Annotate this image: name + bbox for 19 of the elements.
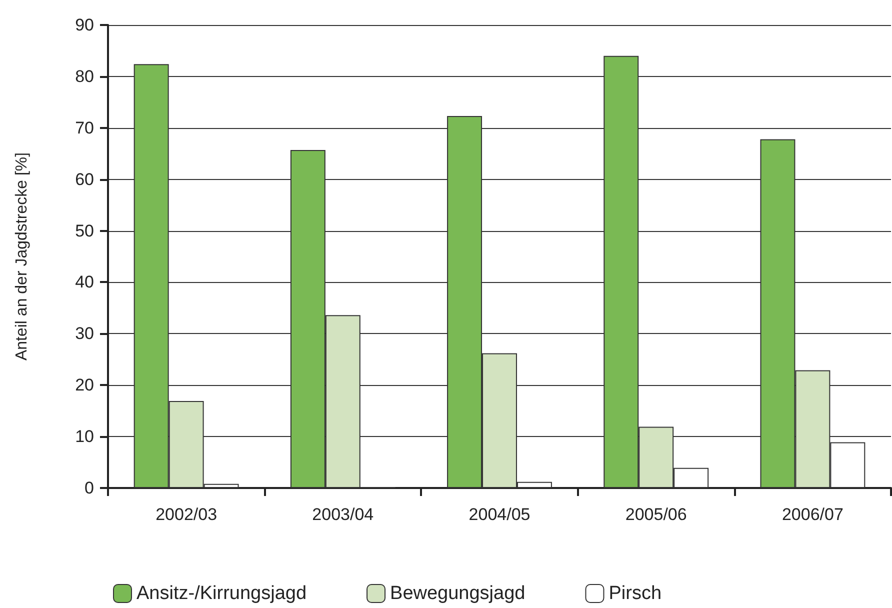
legend-label: Bewegungsjagd — [390, 583, 526, 604]
y-tick-label: 40 — [75, 272, 94, 292]
x-tick-label: 2002/03 — [156, 505, 218, 524]
x-tick-label: 2005/06 — [625, 505, 687, 524]
x-tick-label: 2004/05 — [468, 505, 530, 524]
y-tick-label: 60 — [75, 170, 94, 189]
y-tick-label: 50 — [75, 221, 94, 240]
y-tick-label: 70 — [75, 118, 94, 138]
y-tick-label: 90 — [75, 16, 94, 34]
x-tick-label: 2003/04 — [312, 505, 374, 524]
y-tick-label: 80 — [75, 66, 94, 86]
y-tick-label: 30 — [75, 324, 94, 344]
legend-label: Ansitz-/Kirrungsjagd — [136, 583, 307, 604]
y-axis-title: Anteil an der Jagdstrecke [%] — [14, 152, 30, 361]
y-tick-label: 20 — [75, 376, 94, 395]
x-tick-label: 2006/07 — [782, 505, 844, 524]
y-tick-label: 0 — [84, 478, 94, 498]
legend-label: Pirsch — [608, 583, 662, 604]
y-tick-label: 10 — [75, 427, 94, 446]
